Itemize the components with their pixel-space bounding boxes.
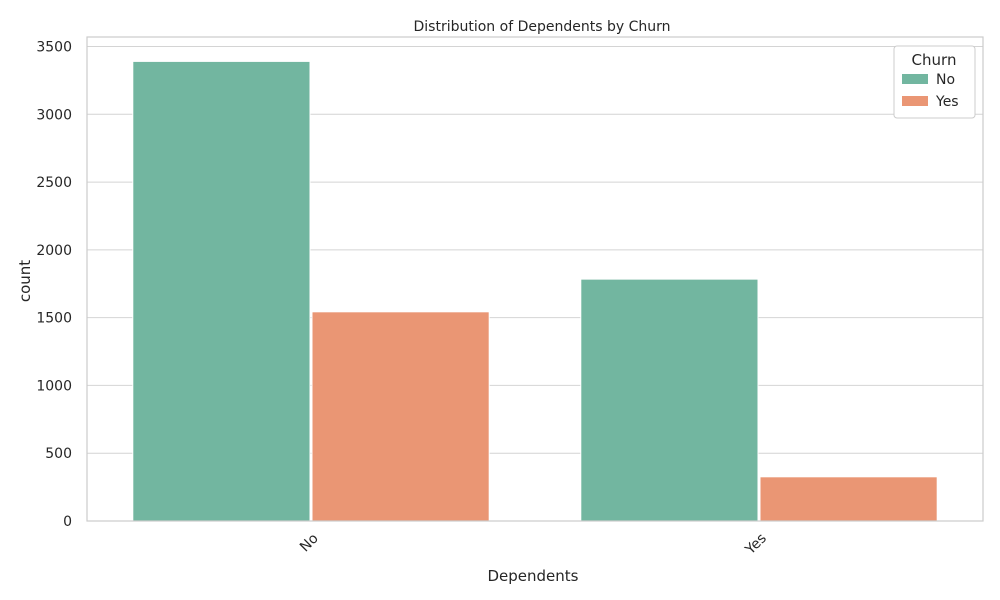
y-tick-label: 2500 xyxy=(36,175,72,191)
bar-yes-yes xyxy=(759,476,938,522)
legend-swatch-yes xyxy=(902,96,928,106)
y-axis-title: count xyxy=(16,260,34,302)
y-tick-label: 500 xyxy=(45,446,72,462)
legend: Churn No Yes xyxy=(893,45,976,119)
bar-yes-no xyxy=(580,278,759,522)
bar-no-no xyxy=(132,60,311,522)
y-tick-label: 0 xyxy=(63,514,72,530)
y-tick-label: 3500 xyxy=(36,39,72,55)
y-tick-label: 3000 xyxy=(36,107,72,123)
legend-swatch-no xyxy=(902,74,928,84)
legend-label-yes: Yes xyxy=(935,94,959,110)
bar-no-yes xyxy=(311,311,490,522)
x-axis-title: Dependents xyxy=(488,567,579,585)
chart-title: Distribution of Dependents by Churn xyxy=(414,19,671,35)
bars xyxy=(132,60,938,522)
legend-entries: No Yes xyxy=(902,72,959,110)
legend-title: Churn xyxy=(912,51,957,69)
legend-label-no: No xyxy=(936,72,955,88)
y-tick-label: 1000 xyxy=(36,378,72,394)
y-tick-label: 2000 xyxy=(36,243,72,259)
plot-frame xyxy=(86,36,984,522)
y-tick-labels: 0 500 1000 1500 2000 2500 3000 3500 xyxy=(36,39,72,530)
y-tick-label: 1500 xyxy=(36,311,72,327)
